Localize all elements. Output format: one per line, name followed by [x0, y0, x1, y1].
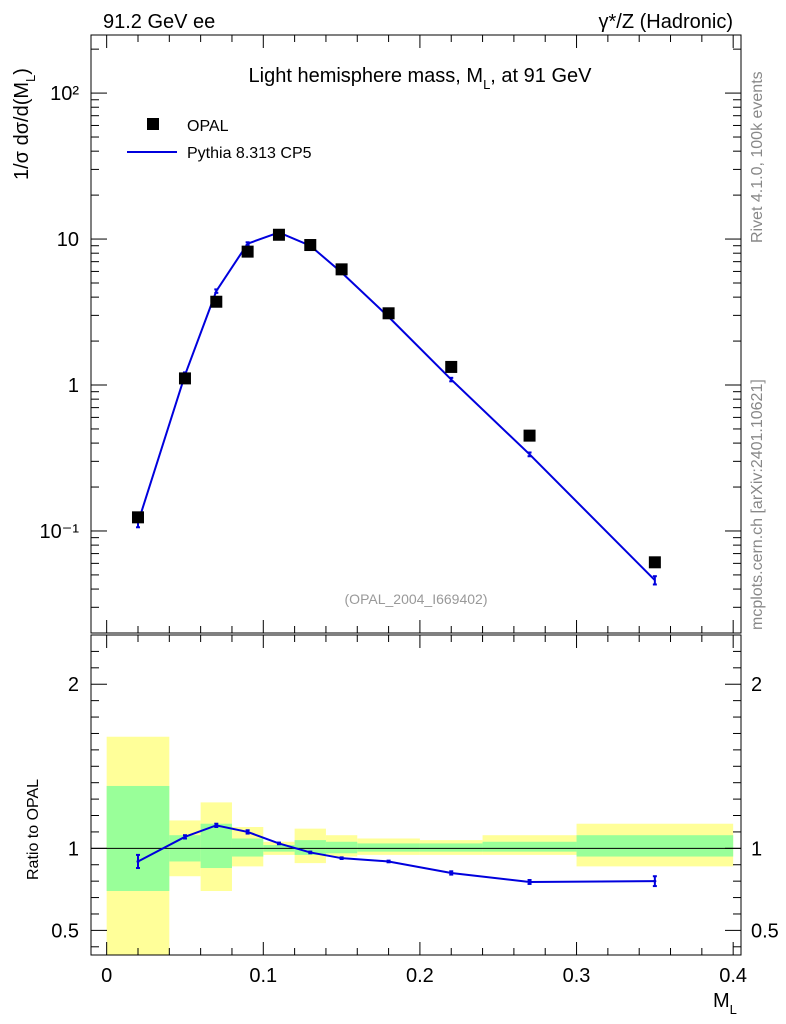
ylabel-part-b: ) [11, 68, 33, 75]
main-plot-panel: Light hemisphere mass, ML, at 91 GeV 1/σ… [11, 34, 742, 634]
ratio-y-tick-label: 2 [68, 674, 79, 696]
ratio-band-green [231, 838, 264, 857]
opal-data-point [304, 239, 317, 252]
ratio-band-green [357, 843, 420, 852]
ratio-xlabel: ML [713, 990, 737, 1017]
legend: OPAL Pythia 8.313 CP5 [127, 118, 312, 162]
opal-data-point [335, 263, 348, 276]
ratio-point [214, 823, 218, 827]
opal-data-point [210, 295, 223, 308]
legend-label-pythia: Pythia 8.313 CP5 [187, 145, 312, 162]
header-right: γ*/Z (Hadronic) [599, 11, 733, 33]
title-part-a: Light hemisphere mass, M [249, 65, 484, 87]
opal-data-point [382, 307, 395, 320]
ylabel-part-a: 1/σ dσ/d(M [11, 82, 33, 180]
main-y-tick-label: 10⁻¹ [40, 521, 80, 543]
ratio-point [136, 859, 140, 863]
ratio-point [340, 856, 344, 860]
ratio-x-tick-label: 0.3 [563, 965, 591, 987]
main-title: Light hemisphere mass, ML, at 91 GeV [249, 65, 593, 92]
ratio-x-tick-label: 0.1 [249, 965, 277, 987]
xlabel-main: M [713, 990, 730, 1012]
ratio-x-tick-label: 0.4 [719, 965, 747, 987]
ratio-band-green [482, 841, 577, 852]
ratio-ylabel: Ratio to OPAL [25, 779, 42, 880]
ratio-y-tick-label: 0.5 [51, 920, 79, 942]
ratio-point [277, 841, 281, 845]
ratio-point [183, 835, 187, 839]
opal-data-point [241, 245, 254, 258]
opal-data-point [648, 556, 661, 569]
main-y-tick-label: 1 [68, 375, 79, 397]
main-y-tick-label: 10² [50, 83, 79, 105]
ratio-band-green [576, 835, 734, 857]
opal-data-point [272, 228, 285, 241]
ratio-y-tick-label-right: 2 [751, 674, 762, 696]
ratio-point [387, 859, 391, 863]
ratio-plot-panel: Ratio to OPAL ML 0 0.1 0.2 0.3 0.4 0.5 0.5 1 1 2 2 [25, 634, 779, 1017]
ratio-point [308, 850, 312, 854]
ratio-y-tick-label-right: 0.5 [751, 920, 779, 942]
header-left: 91.2 GeV ee [103, 11, 215, 33]
ratio-band-green [106, 785, 170, 891]
mcplots-label: mcplots.cern.ch [arXiv:2401.10621] [749, 379, 766, 630]
title-part-b: , at 91 GeV [490, 65, 592, 87]
ratio-y-tick-label: 1 [68, 838, 79, 860]
main-frame [90, 34, 742, 634]
legend-label-opal: OPAL [187, 118, 229, 135]
main-y-tick-label: 10 [57, 229, 79, 251]
ratio-y-tick-label-right: 1 [751, 838, 762, 860]
ratio-x-tick-label: 0.2 [406, 965, 434, 987]
legend-marker-opal [147, 118, 159, 130]
ratio-point [653, 879, 657, 883]
opal-data-point [178, 372, 191, 385]
xlabel-subscript: L [730, 1002, 737, 1017]
ratio-x-tick-label: 0 [101, 965, 112, 987]
ylabel-subscript: L [23, 75, 38, 82]
ratio-band-green [200, 823, 232, 869]
ratio-point [449, 871, 453, 875]
opal-data-point [131, 511, 144, 524]
opal-data-point [523, 429, 536, 442]
ratio-point [246, 830, 250, 834]
ratio-band-green [325, 841, 358, 854]
watermark: (OPAL_2004_I669402) [345, 591, 488, 607]
ratio-band-green [419, 843, 483, 852]
opal-data-point [445, 360, 458, 373]
ratio-point [528, 880, 532, 884]
ratio-frame [90, 634, 742, 956]
main-ylabel: 1/σ dσ/d(ML) [11, 68, 38, 180]
pythia-line [137, 231, 656, 581]
rivet-label: Rivet 4.1.0, 100k events [749, 71, 766, 243]
title-subscript: L [483, 77, 490, 92]
